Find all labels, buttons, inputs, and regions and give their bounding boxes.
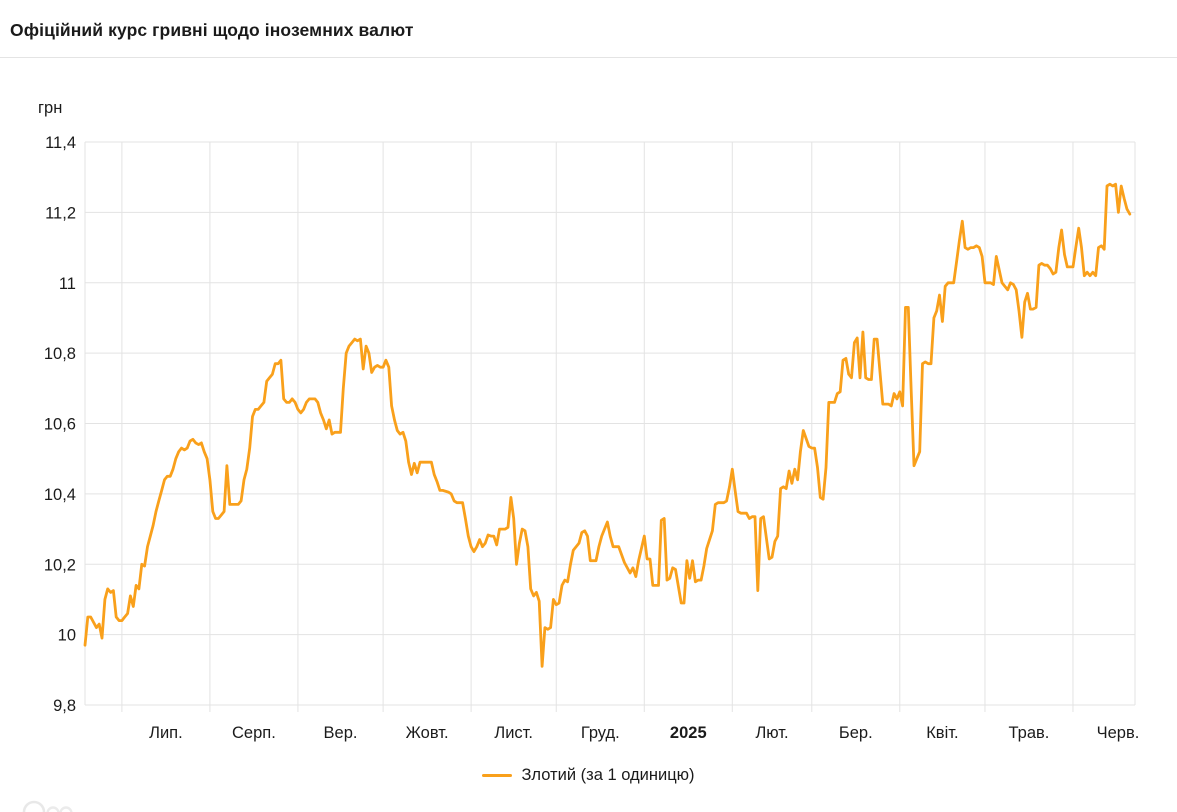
y-tick-label: 10,8 [44,345,76,363]
legend-label: Злотий (за 1 одиницю) [521,765,695,784]
header-divider [0,57,1177,58]
exchange-rate-chart[interactable]: 11,4 11,2 11 10,8 10,6 10,4 10,2 10 9,8 Лип. Серп.… [0,0,1177,760]
legend-item-zloty[interactable]: Злотий (за 1 одиницю) [482,765,695,785]
y-tick-label: 11,2 [45,204,76,222]
y-tick-label: 9,8 [53,697,76,715]
y-tick-label: 10,2 [44,556,76,574]
x-tick-label: Квіт. [926,724,958,742]
gridlines [84,141,1136,712]
x-tick-label: Черв. [1097,724,1140,742]
watermark-logo [22,799,112,812]
series-line-zloty[interactable] [83,182,1132,668]
watermark-partial-glyphs [22,800,73,812]
y-tick-label: 11 [59,275,76,293]
x-tick-label: Лип. [149,724,183,742]
x-tick-label: Лют. [755,724,788,742]
legend-line-swatch [482,773,513,777]
page-title: Офіційний курс гривні щодо іноземних вал… [10,20,414,40]
y-axis-unit-label: грн [38,99,63,117]
y-tick-label: 10 [58,627,76,645]
legend: Злотий (за 1 одиницю) [0,764,1177,785]
x-tick-label: Трав. [1009,724,1050,742]
x-tick-label: 2025 [670,724,707,742]
x-tick-label: Лист. [494,724,533,742]
x-tick-label: Жовт. [406,724,449,742]
y-tick-label: 10,4 [44,486,76,504]
axis-labels: 11,4 11,2 11 10,8 10,6 10,4 10,2 10 9,8 Лип. Серп.… [44,134,1139,742]
x-tick-label: Вер. [324,724,358,742]
x-tick-label: Груд. [581,724,620,742]
y-tick-label: 10,6 [44,416,76,434]
x-tick-label: Серп. [232,724,276,742]
x-tick-label: Бер. [839,724,873,742]
y-tick-label: 11,4 [45,134,76,152]
